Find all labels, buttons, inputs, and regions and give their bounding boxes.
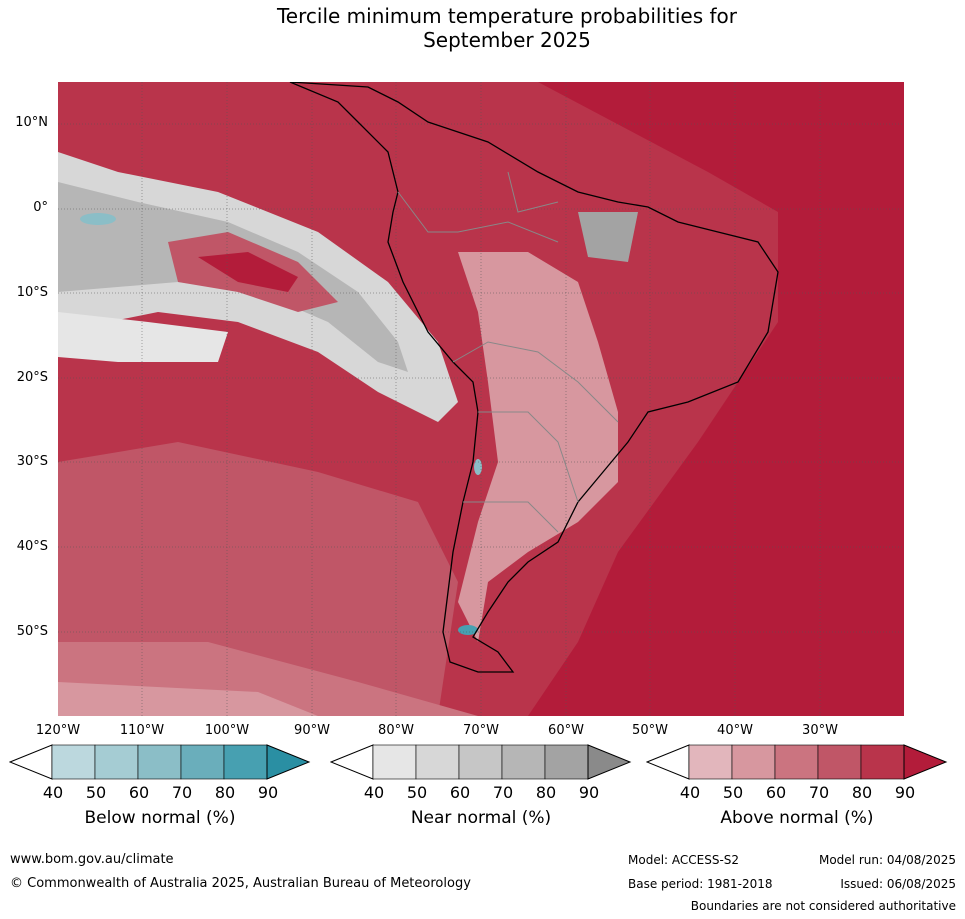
- cbar-above-tick-50: 50: [722, 783, 744, 802]
- continent-interior-above-normal-lower: [458, 252, 618, 642]
- cbar-above-bin-3: [774, 744, 819, 780]
- lon-label-90w: 90°W: [294, 723, 330, 738]
- cbar-below-tick-60: 60: [128, 783, 150, 802]
- cbar-above-tick-70: 70: [808, 783, 830, 802]
- cbar-below-bin-4: [180, 744, 225, 780]
- lon-label-30w: 30°W: [802, 723, 838, 738]
- lon-label-120w: 120°W: [35, 723, 81, 738]
- cbar-near-bin-3: [458, 744, 503, 780]
- southwest-light-region: [58, 682, 318, 716]
- colorbar-below-normal: [9, 744, 311, 780]
- bom-url[interactable]: www.bom.gov.au/climate: [10, 852, 174, 867]
- cbar-above-title: Above normal (%): [720, 808, 874, 828]
- south-america-coastline: [289, 82, 779, 673]
- lat-label-30s: 30°S: [16, 454, 48, 469]
- cbar-below-title: Below normal (%): [84, 808, 236, 828]
- lon-label-110w: 110°W: [119, 723, 165, 738]
- cbar-above-bin-4: [817, 744, 862, 780]
- cbar-near-tick-40: 40: [363, 783, 385, 802]
- lat-label-40s: 40°S: [16, 539, 48, 554]
- pacific-near-normal-south: [58, 312, 228, 362]
- colorbar-above-normal: [646, 744, 948, 780]
- map-svg: [58, 82, 904, 716]
- lat-label-20s: 20°S: [16, 370, 48, 385]
- title-line-1: Tercile minimum temperature probabilitie…: [276, 4, 738, 28]
- model-run: Model run: 04/08/2025: [818, 853, 956, 867]
- cbar-below-bin-2: [94, 744, 139, 780]
- cbar-near-high-arrow: [587, 744, 632, 780]
- pacific-above-normal-core: [198, 252, 298, 292]
- cbar-below-tick-80: 80: [214, 783, 236, 802]
- colorbar-near-normal: [330, 744, 632, 780]
- cbar-near-tick-60: 60: [449, 783, 471, 802]
- cbar-near-tick-80: 80: [535, 783, 557, 802]
- cbar-below-bin-3: [137, 744, 182, 780]
- lon-label-80w: 80°W: [378, 723, 414, 738]
- cbar-near-tick-70: 70: [492, 783, 514, 802]
- lat-label-50s: 50°S: [16, 624, 48, 639]
- cbar-below-bin-1: [51, 744, 96, 780]
- cbar-below-low-arrow: [9, 744, 53, 780]
- map-title: Tercile minimum temperature probabilitie…: [0, 4, 965, 52]
- boundaries-disclaimer: Boundaries are not considered authoritat…: [690, 899, 956, 913]
- amazon-mouth-near-normal: [578, 212, 638, 262]
- cbar-near-tick-90: 90: [578, 783, 600, 802]
- cbar-below-tick-70: 70: [171, 783, 193, 802]
- cbar-below-tick-40: 40: [42, 783, 64, 802]
- cbar-above-low-arrow: [646, 744, 690, 780]
- cbar-above-tick-40: 40: [679, 783, 701, 802]
- cbar-below-tick-90: 90: [257, 783, 279, 802]
- lon-label-50w: 50°W: [632, 723, 668, 738]
- title-line-2: September 2025: [423, 28, 591, 52]
- lon-label-40w: 40°W: [717, 723, 753, 738]
- probability-map: [58, 82, 904, 716]
- andes-below-normal: [474, 459, 482, 475]
- lon-label-100w: 100°W: [204, 723, 250, 738]
- cbar-below-high-arrow: [266, 744, 311, 780]
- copyright: © Commonwealth of Australia 2025, Austra…: [10, 876, 471, 891]
- model-name: Model: ACCESS-S2: [628, 853, 740, 867]
- cbar-above-tick-80: 80: [851, 783, 873, 802]
- base-period: Base period: 1981-2018: [628, 877, 773, 891]
- lat-label-10s: 10°S: [16, 285, 48, 300]
- issued-date: Issued: 06/08/2025: [840, 877, 956, 891]
- cbar-below-bin-5: [223, 744, 268, 780]
- below-normal-patch: [80, 213, 116, 225]
- cbar-near-bin-2: [415, 744, 460, 780]
- cbar-near-title: Near normal (%): [410, 808, 552, 828]
- cbar-above-tick-90: 90: [894, 783, 916, 802]
- country-borders: [397, 171, 619, 533]
- cbar-above-tick-60: 60: [765, 783, 787, 802]
- atlantic-high-probability: [528, 82, 904, 716]
- cbar-near-low-arrow: [330, 744, 374, 780]
- cbar-near-tick-50: 50: [406, 783, 428, 802]
- lon-label-60w: 60°W: [548, 723, 584, 738]
- cbar-above-bin-5: [860, 744, 905, 780]
- cbar-above-bin-1: [688, 744, 733, 780]
- lat-label-0: 0°: [33, 200, 48, 215]
- lat-label-10n: 10°N: [15, 115, 48, 130]
- graticule: [58, 82, 904, 716]
- cbar-near-bin-5: [544, 744, 589, 780]
- cbar-near-bin-4: [501, 744, 546, 780]
- patagonia-below-normal: [458, 625, 478, 635]
- cbar-above-bin-2: [731, 744, 776, 780]
- cbar-near-bin-1: [372, 744, 417, 780]
- cbar-above-high-arrow: [903, 744, 948, 780]
- cbar-below-tick-50: 50: [85, 783, 107, 802]
- lon-label-70w: 70°W: [463, 723, 499, 738]
